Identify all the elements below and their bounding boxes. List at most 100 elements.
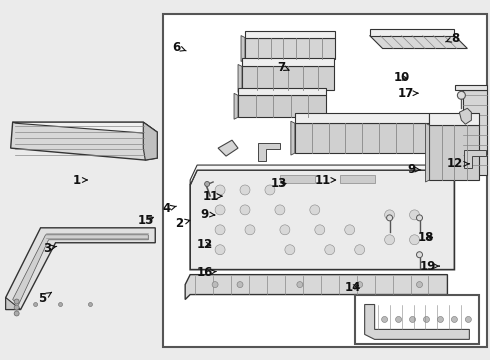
Circle shape [215,245,225,255]
Bar [340,175,375,183]
Polygon shape [190,170,454,270]
Circle shape [345,225,355,235]
Polygon shape [369,28,454,36]
Text: 9: 9 [201,208,215,221]
Circle shape [89,302,93,306]
Polygon shape [258,143,280,161]
Polygon shape [13,235,148,305]
Polygon shape [242,67,334,90]
Polygon shape [425,123,429,182]
Circle shape [438,316,443,323]
Circle shape [280,225,290,235]
Polygon shape [242,58,334,67]
Text: 10: 10 [393,71,410,84]
Circle shape [385,235,394,245]
Polygon shape [291,121,295,155]
Polygon shape [190,165,454,185]
Circle shape [325,245,335,255]
Circle shape [275,205,285,215]
Text: 7: 7 [277,60,289,73]
Text: 9: 9 [407,163,421,176]
Circle shape [357,282,363,288]
Circle shape [297,282,303,288]
Bar [163,14,488,347]
Circle shape [385,210,394,220]
Circle shape [423,316,429,323]
Polygon shape [241,36,245,62]
Circle shape [14,299,19,304]
Polygon shape [143,122,157,160]
Circle shape [355,245,365,255]
Text: 6: 6 [172,41,186,54]
Polygon shape [369,36,467,49]
Text: 19: 19 [420,260,439,273]
Polygon shape [429,113,479,125]
Circle shape [240,205,250,215]
Circle shape [34,302,38,306]
Circle shape [382,316,388,323]
Circle shape [58,302,63,306]
Circle shape [205,181,210,186]
Text: 17: 17 [398,87,418,100]
Circle shape [265,185,275,195]
Text: 3: 3 [43,242,57,255]
Text: 1: 1 [73,174,87,186]
Text: 12: 12 [197,238,213,251]
Polygon shape [6,228,155,310]
Circle shape [215,205,225,215]
Text: 8: 8 [445,32,459,45]
Circle shape [240,185,250,195]
Polygon shape [464,90,488,175]
Circle shape [416,215,422,221]
Polygon shape [6,298,21,310]
Text: 18: 18 [417,231,434,244]
Circle shape [310,205,320,215]
Circle shape [387,215,392,221]
Polygon shape [245,37,335,59]
Polygon shape [365,305,469,339]
Polygon shape [238,95,326,117]
Bar [355,294,479,345]
Text: 12: 12 [447,157,469,170]
Polygon shape [465,150,486,168]
Polygon shape [218,140,238,156]
Text: 15: 15 [138,214,154,227]
Polygon shape [429,125,479,180]
Text: 13: 13 [271,177,287,190]
Circle shape [237,282,243,288]
Circle shape [245,225,255,235]
Circle shape [315,225,325,235]
Polygon shape [295,113,429,123]
Circle shape [410,210,419,220]
Circle shape [14,311,19,316]
Polygon shape [460,108,471,124]
Text: 11: 11 [203,190,222,203]
Circle shape [212,282,218,288]
Polygon shape [185,275,447,300]
Circle shape [285,245,295,255]
Circle shape [457,91,465,99]
Circle shape [466,316,471,323]
Text: 11: 11 [315,174,336,186]
Polygon shape [295,123,429,153]
Circle shape [395,316,401,323]
Polygon shape [238,64,242,92]
Polygon shape [245,31,335,37]
Text: 4: 4 [163,202,176,215]
Polygon shape [238,88,326,95]
Polygon shape [234,93,238,119]
Bar [280,175,315,183]
Polygon shape [11,122,157,160]
Circle shape [416,252,422,258]
Circle shape [14,305,19,310]
Circle shape [451,316,457,323]
Circle shape [416,282,422,288]
Text: 5: 5 [38,292,51,305]
Circle shape [215,225,225,235]
Polygon shape [13,122,157,133]
Circle shape [410,316,416,323]
Text: 16: 16 [197,266,216,279]
Text: 14: 14 [344,281,361,294]
Polygon shape [455,85,488,90]
Text: 2: 2 [175,216,190,230]
